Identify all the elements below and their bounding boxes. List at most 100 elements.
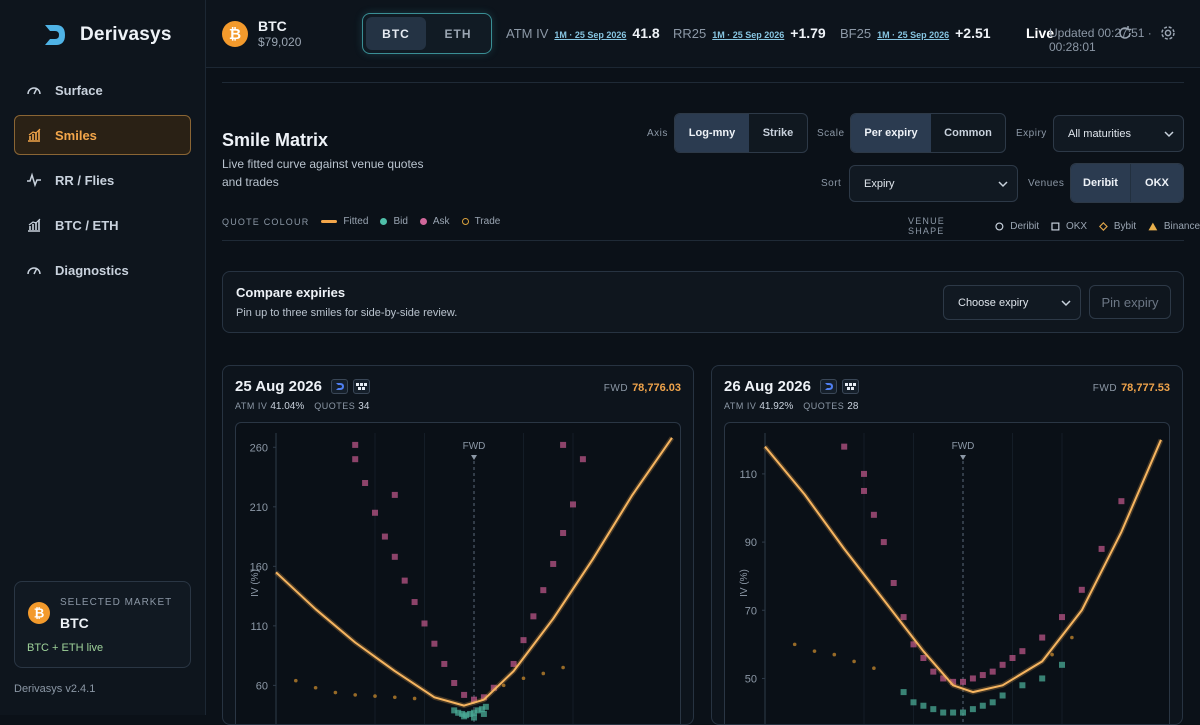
smile-chart: 260 210 160 110 60 IV (%) FWD: [235, 422, 681, 724]
quotes-count: 34: [358, 401, 370, 412]
ask-point: [391, 491, 398, 498]
trade-point: [812, 649, 817, 653]
ask-point: [560, 441, 567, 448]
bitcoin-icon: ₿: [222, 21, 248, 47]
sidebar-item-btc-eth[interactable]: BTC / ETH: [14, 205, 191, 245]
bf25-metric: BF25 1M · 25 Sep 2026 +2.51: [840, 25, 991, 41]
bid-point: [451, 707, 458, 714]
per-expiry-button[interactable]: Per expiry: [851, 114, 931, 152]
atm-iv-value: 41.04%: [270, 401, 305, 412]
metric-tenor[interactable]: 1M · 25 Sep 2026: [554, 30, 627, 40]
ask-point: [451, 680, 458, 686]
ask-swatch: [419, 218, 427, 225]
ask-point: [471, 696, 477, 703]
app-logo[interactable]: Derivasys: [42, 22, 172, 48]
ask-point: [841, 443, 848, 450]
expiry-meta: ATM IV 41.92% QUOTES 28: [724, 401, 859, 412]
bid-point: [960, 709, 966, 716]
common-button[interactable]: Common: [944, 127, 992, 139]
sidebar-item-rr-flies[interactable]: RR / Flies: [14, 160, 191, 200]
deribit-venue-button[interactable]: Deribit: [1071, 164, 1130, 202]
bid-point: [1059, 661, 1065, 668]
updated-timestamp: Updated 00:27:51 · 00:28:01: [1049, 26, 1152, 54]
log-mny-button[interactable]: Log-mny: [675, 114, 749, 152]
square-shape-icon: [1051, 221, 1060, 231]
diamond-shape-icon: [1099, 221, 1108, 231]
y-tick-label: 110: [739, 469, 757, 481]
eth-toggle-button[interactable]: ETH: [444, 26, 472, 41]
sort-select[interactable]: Expiry: [849, 165, 1018, 202]
ask-point: [401, 577, 408, 584]
ask-point: [579, 456, 586, 463]
bid-point: [461, 713, 468, 720]
ask-point: [1118, 498, 1125, 505]
chevron-down-icon: [1061, 300, 1071, 307]
bar-chart-icon: [25, 216, 43, 234]
selected-market-card[interactable]: ₿ SELECTED MARKET BTC BTC + ETH live: [14, 581, 191, 668]
circle-shape-icon: [995, 221, 1004, 231]
ask-point: [560, 530, 567, 536]
legend-label: Trade: [474, 216, 501, 227]
bid-swatch: [380, 218, 388, 225]
pin-expiry-button[interactable]: Pin expiry: [1089, 285, 1171, 319]
ask-point: [510, 660, 517, 667]
trade-point: [1050, 652, 1054, 657]
ask-point: [1019, 648, 1026, 655]
y-tick-label: 60: [256, 680, 268, 692]
rr25-metric: RR25 1M · 25 Sep 2026 +1.79: [673, 25, 826, 41]
smile-chart-svg: 110 90 70 50 IV (%) FWD: [739, 433, 1164, 724]
ask-point: [461, 691, 468, 698]
bid-point: [480, 710, 487, 717]
metric-value: +1.79: [790, 25, 826, 41]
choose-expiry-select[interactable]: Choose expiry: [943, 285, 1081, 320]
metric-name: RR25: [673, 26, 707, 41]
bid-point: [1039, 675, 1046, 682]
ask-point: [950, 678, 957, 685]
ask-point: [930, 668, 937, 675]
bid-point: [482, 703, 489, 710]
bid-point: [989, 699, 996, 706]
y-tick-label: 160: [250, 561, 268, 573]
ask-point: [969, 675, 976, 682]
ask-point: [979, 672, 986, 679]
trade-point: [792, 642, 797, 647]
forward-value: 78,776.03: [632, 382, 681, 394]
sidebar-item-diagnostics[interactable]: Diagnostics: [14, 250, 191, 290]
bid-point: [969, 706, 976, 713]
chevron-down-icon: [1164, 131, 1174, 138]
trade-point: [541, 671, 546, 676]
legend-label: OKX: [1065, 220, 1088, 232]
sidebar-item-smiles[interactable]: Smiles: [14, 115, 191, 155]
y-axis-label: IV (%): [739, 569, 750, 597]
ask-point: [910, 641, 917, 648]
ask-point: [861, 487, 867, 494]
sidebar-item-surface[interactable]: Surface: [14, 70, 191, 110]
legend-label: Bybit: [1113, 220, 1137, 232]
asset-price: $79,020: [258, 35, 302, 49]
legend-label: Bid: [393, 216, 408, 227]
metric-value: 41.8: [632, 25, 660, 41]
strike-button[interactable]: Strike: [762, 127, 794, 139]
quote-colour-legend: QUOTE COLOUR Fitted Bid Ask Trade: [222, 216, 500, 227]
trade-point: [852, 659, 856, 664]
refresh-icon[interactable]: [1116, 24, 1134, 42]
forward-value: 78,777.53: [1121, 382, 1170, 394]
atm-iv-metric: ATM IV 1M · 25 Sep 2026 41.8: [506, 25, 660, 41]
bid-point: [979, 702, 986, 709]
page-subtitle: Live fitted curve against venue quotes a…: [222, 157, 424, 189]
gear-icon[interactable]: [1159, 24, 1177, 42]
ask-point: [960, 678, 966, 685]
okx-venue-button[interactable]: OKX: [1129, 164, 1183, 202]
expiry-label: Expiry: [1016, 128, 1047, 139]
ask-point: [900, 614, 907, 621]
metric-tenor[interactable]: 1M · 25 Sep 2026: [712, 30, 785, 40]
btc-toggle-button[interactable]: BTC: [366, 17, 426, 50]
forward-marker-label: FWD: [952, 441, 975, 452]
y-tick-label: 260: [250, 442, 268, 454]
metric-tenor[interactable]: 1M · 25 Sep 2026: [877, 30, 950, 40]
compare-title: Compare expiries: [236, 285, 346, 300]
metric-value: +2.51: [955, 25, 991, 41]
ask-point: [490, 684, 497, 691]
expiry-select[interactable]: All maturities: [1053, 115, 1184, 152]
forward-price: FWD 78,776.03: [603, 382, 681, 394]
